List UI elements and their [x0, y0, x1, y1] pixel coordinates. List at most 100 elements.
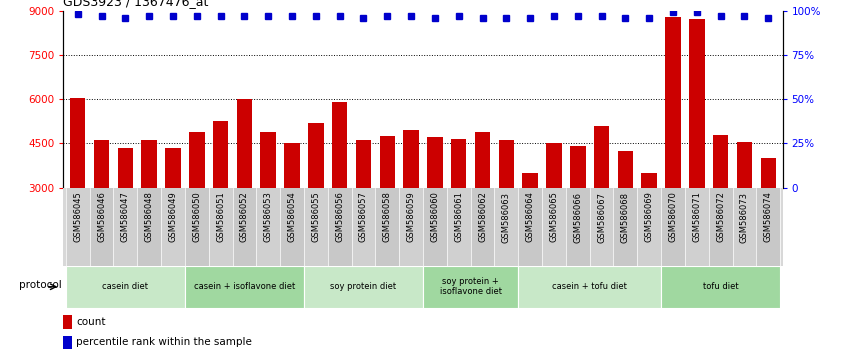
- Bar: [594, 126, 609, 276]
- Text: tofu diet: tofu diet: [703, 282, 739, 291]
- Bar: [304, 266, 423, 308]
- Text: GSM586070: GSM586070: [668, 192, 678, 242]
- Text: GSM586057: GSM586057: [359, 192, 368, 242]
- Text: GSM586050: GSM586050: [192, 192, 201, 242]
- Bar: [618, 151, 633, 276]
- Bar: [447, 188, 470, 266]
- Text: GSM586061: GSM586061: [454, 192, 464, 242]
- Bar: [756, 188, 780, 266]
- Text: GSM586053: GSM586053: [264, 192, 272, 242]
- Bar: [590, 188, 613, 266]
- Text: count: count: [76, 317, 106, 327]
- Bar: [90, 188, 113, 266]
- Text: casein + tofu diet: casein + tofu diet: [552, 282, 627, 291]
- Bar: [237, 99, 252, 276]
- Bar: [118, 148, 133, 276]
- Bar: [475, 132, 491, 276]
- Bar: [570, 146, 585, 276]
- Bar: [376, 188, 399, 266]
- Bar: [523, 173, 538, 276]
- Bar: [451, 139, 466, 276]
- Bar: [641, 173, 657, 276]
- Bar: [423, 266, 519, 308]
- Bar: [494, 188, 519, 266]
- Text: GSM586062: GSM586062: [478, 192, 487, 242]
- Text: soy protein +
isoflavone diet: soy protein + isoflavone diet: [440, 277, 502, 296]
- Bar: [63, 336, 72, 349]
- Bar: [547, 143, 562, 276]
- Text: GSM586067: GSM586067: [597, 192, 606, 242]
- Text: GSM586046: GSM586046: [97, 192, 106, 242]
- Bar: [613, 188, 637, 266]
- Bar: [637, 188, 661, 266]
- Bar: [404, 130, 419, 276]
- Bar: [70, 98, 85, 276]
- Bar: [141, 141, 157, 276]
- Bar: [185, 266, 304, 308]
- Text: GSM586051: GSM586051: [216, 192, 225, 242]
- Bar: [423, 188, 447, 266]
- Bar: [661, 188, 685, 266]
- Text: GDS3923 / 1367476_at: GDS3923 / 1367476_at: [63, 0, 209, 8]
- Bar: [542, 188, 566, 266]
- Bar: [685, 188, 709, 266]
- Bar: [185, 188, 209, 266]
- Bar: [332, 102, 348, 276]
- Bar: [689, 19, 705, 276]
- Bar: [399, 188, 423, 266]
- Text: GSM586060: GSM586060: [431, 192, 439, 242]
- Bar: [737, 142, 752, 276]
- Bar: [213, 121, 228, 276]
- Text: GSM586058: GSM586058: [382, 192, 392, 242]
- Bar: [66, 188, 90, 266]
- Text: GSM586048: GSM586048: [145, 192, 154, 242]
- Text: GSM586069: GSM586069: [645, 192, 654, 242]
- Bar: [661, 266, 780, 308]
- Text: GSM586072: GSM586072: [717, 192, 725, 242]
- Bar: [380, 136, 395, 276]
- Bar: [261, 132, 276, 276]
- Text: soy protein diet: soy protein diet: [331, 282, 397, 291]
- Bar: [63, 315, 72, 329]
- Bar: [209, 188, 233, 266]
- Text: GSM586059: GSM586059: [407, 192, 415, 242]
- Bar: [470, 188, 494, 266]
- Bar: [66, 266, 185, 308]
- Bar: [284, 143, 299, 276]
- Bar: [113, 188, 137, 266]
- Text: GSM586054: GSM586054: [288, 192, 297, 242]
- Text: percentile rank within the sample: percentile rank within the sample: [76, 337, 252, 348]
- Text: GSM586045: GSM586045: [74, 192, 82, 242]
- Bar: [498, 141, 514, 276]
- Text: GSM586055: GSM586055: [311, 192, 321, 242]
- Text: GSM586047: GSM586047: [121, 192, 129, 242]
- Text: GSM586066: GSM586066: [574, 192, 582, 242]
- Bar: [519, 266, 661, 308]
- Text: GSM586063: GSM586063: [502, 192, 511, 242]
- Text: casein + isoflavone diet: casein + isoflavone diet: [194, 282, 295, 291]
- Bar: [327, 188, 352, 266]
- Text: GSM586064: GSM586064: [525, 192, 535, 242]
- Text: protocol: protocol: [19, 280, 62, 290]
- Bar: [308, 123, 323, 276]
- Bar: [256, 188, 280, 266]
- Bar: [566, 188, 590, 266]
- Bar: [233, 188, 256, 266]
- Text: GSM586065: GSM586065: [549, 192, 558, 242]
- Bar: [304, 188, 327, 266]
- Bar: [165, 148, 181, 276]
- Bar: [137, 188, 161, 266]
- Text: GSM586052: GSM586052: [240, 192, 249, 242]
- Text: casein diet: casein diet: [102, 282, 148, 291]
- Bar: [761, 158, 776, 276]
- Bar: [355, 141, 371, 276]
- Bar: [733, 188, 756, 266]
- Bar: [280, 188, 304, 266]
- Bar: [94, 141, 109, 276]
- Bar: [519, 188, 542, 266]
- Bar: [352, 188, 376, 266]
- Bar: [189, 132, 205, 276]
- Bar: [161, 188, 185, 266]
- Text: GSM586071: GSM586071: [692, 192, 701, 242]
- Text: GSM586074: GSM586074: [764, 192, 772, 242]
